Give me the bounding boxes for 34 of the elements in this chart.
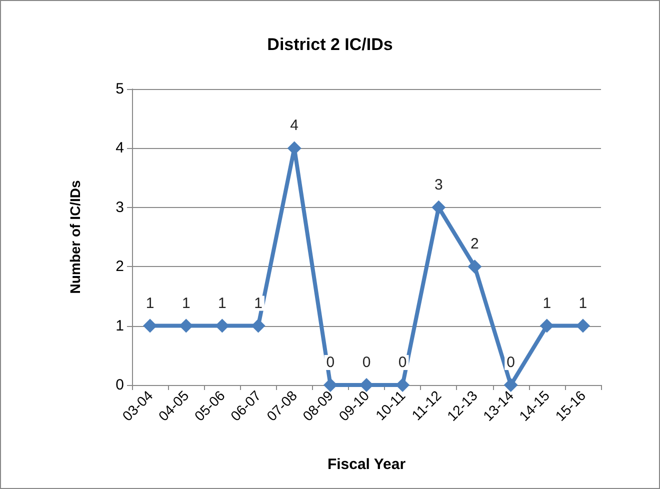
x-axis-title: Fiscal Year [327, 456, 406, 473]
data-label: 0 [362, 354, 371, 371]
point [432, 200, 446, 214]
data-label: 1 [146, 294, 154, 312]
point [504, 378, 518, 392]
data-label: 0 [506, 354, 515, 371]
y-tick-label: 5 [116, 80, 124, 98]
y-tick-label: 3 [116, 198, 124, 216]
point [360, 378, 374, 392]
y-tick-label: 1 [116, 317, 124, 334]
data-label: 4 [290, 117, 299, 134]
point [576, 318, 590, 333]
data-label: 1 [182, 294, 190, 312]
chart-title: District 2 IC/IDs [267, 35, 393, 54]
data-label: 0 [326, 354, 335, 371]
point [323, 378, 338, 392]
data-label: 3 [434, 176, 443, 194]
point [143, 318, 158, 333]
point [540, 318, 554, 333]
data-label: 1 [254, 294, 262, 312]
y-axis-title: Number of IC/IDs [67, 180, 83, 294]
y-tick-label: 4 [116, 140, 124, 157]
y-tick-label: 2 [116, 258, 124, 276]
point [468, 260, 482, 274]
point [251, 318, 266, 333]
point [215, 318, 230, 333]
data-label: 1 [542, 294, 552, 312]
data-label: 1 [218, 294, 226, 312]
data-label: 0 [398, 354, 407, 371]
y-tick-label: 0 [116, 376, 124, 394]
data-label: 1 [578, 294, 588, 312]
point [396, 378, 410, 392]
data-label: 2 [470, 236, 479, 253]
point [179, 318, 194, 333]
